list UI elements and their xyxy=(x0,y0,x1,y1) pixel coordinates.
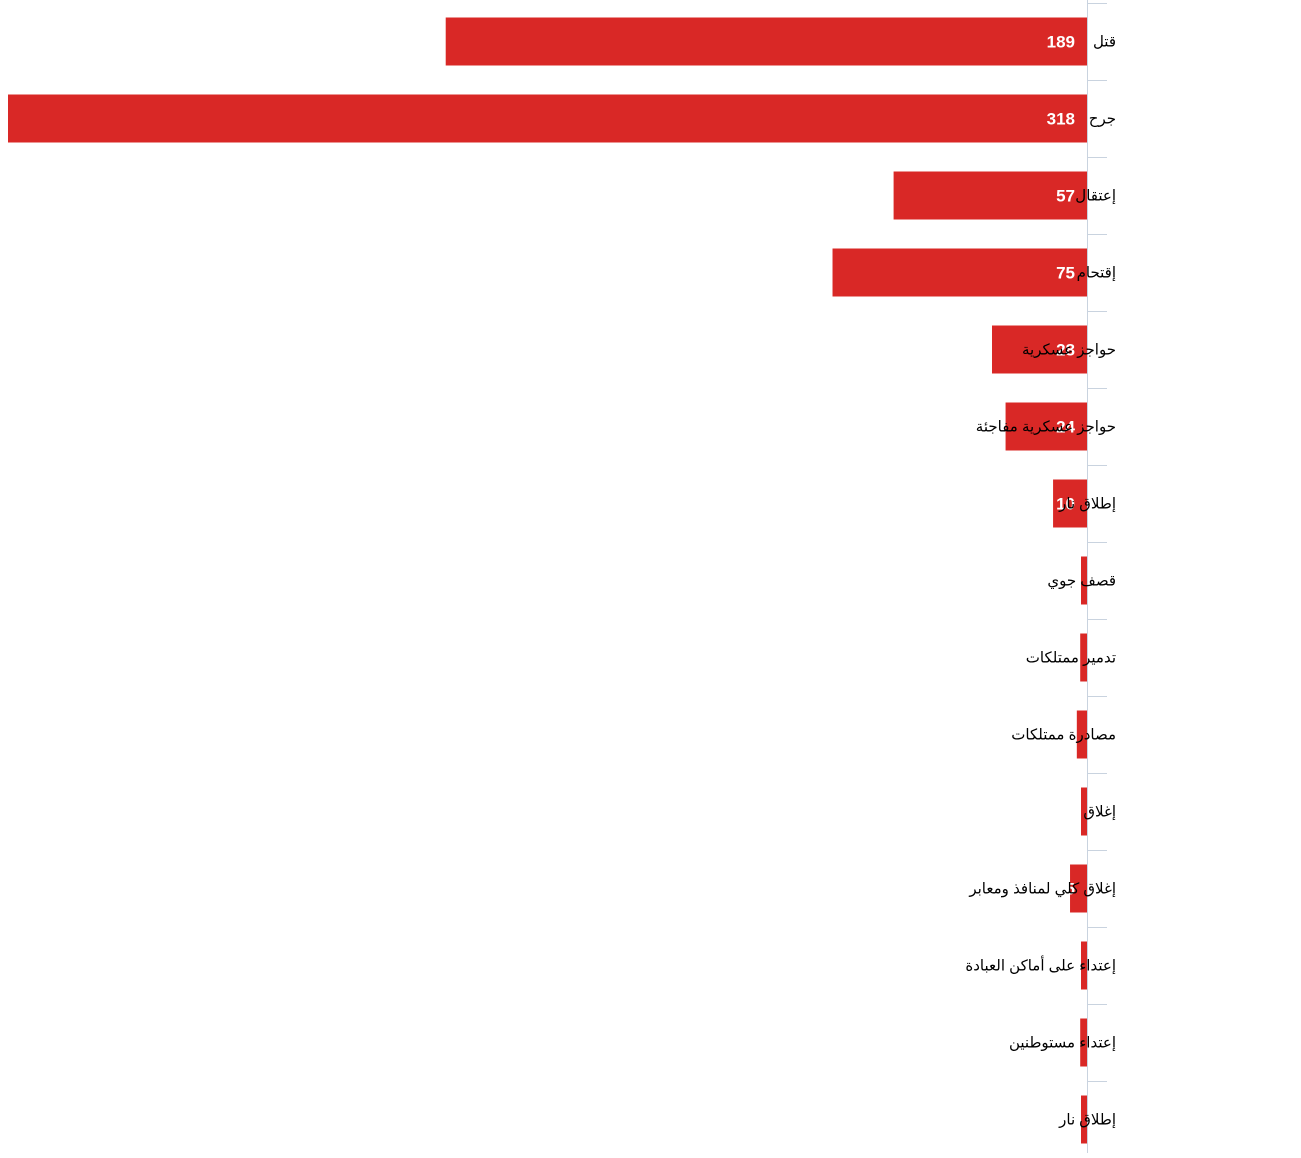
bar xyxy=(1081,1095,1087,1144)
category-label: قصف جوي xyxy=(1047,573,1116,591)
category-label: إغلاق كلي لمنافذ ومعابر xyxy=(968,881,1116,899)
bar-value-label: 10 xyxy=(1056,495,1075,514)
bar-value-label: 57 xyxy=(1056,187,1075,206)
bar xyxy=(1076,710,1087,759)
bar-value-label: 189 xyxy=(1047,33,1075,52)
category-label: إعتداء مستوطنين xyxy=(1009,1035,1116,1052)
bar xyxy=(1080,633,1087,682)
bar-value-label: 28 xyxy=(1056,341,1075,360)
category-label: إعتداء على أماكن العبادة xyxy=(965,956,1116,975)
bar xyxy=(893,171,1087,220)
bar xyxy=(1080,1018,1087,1067)
bar-value-label: 2 xyxy=(1066,1034,1075,1053)
category-label: تدمير ممتلكات xyxy=(1026,650,1116,667)
category-label: حواجز عسكرية xyxy=(1022,342,1116,359)
bar xyxy=(1081,941,1087,990)
bar-value-label: 3 xyxy=(1066,726,1075,745)
bar xyxy=(1053,479,1087,528)
bar xyxy=(832,248,1087,297)
bar xyxy=(8,94,1087,143)
bar xyxy=(991,325,1087,374)
category-label: إطلاق نار xyxy=(1058,1112,1116,1129)
category-label: مصادرة ممتلكات xyxy=(1011,727,1116,744)
category-label: إعتقال xyxy=(1075,188,1116,205)
bar-value-label: 2 xyxy=(1066,649,1075,668)
category-label: إطلاق نار xyxy=(1058,496,1116,513)
category-label: إقتحام xyxy=(1077,265,1116,282)
bar-value-label: 75 xyxy=(1056,264,1075,283)
bar-value-label: 318 xyxy=(1047,110,1075,129)
bar xyxy=(1005,402,1087,451)
category-label: حواجز عسكرية مفاجئة xyxy=(976,419,1116,436)
category-label: قتل xyxy=(1093,34,1116,51)
category-label: جرح xyxy=(1089,111,1116,128)
bar xyxy=(1081,787,1087,836)
bar xyxy=(445,17,1088,66)
bar-value-label: 5 xyxy=(1066,880,1075,899)
bar xyxy=(1081,556,1087,605)
category-label: إغلاق xyxy=(1083,804,1116,821)
bar xyxy=(1070,864,1087,913)
bar-value-label: 24 xyxy=(1056,418,1075,437)
